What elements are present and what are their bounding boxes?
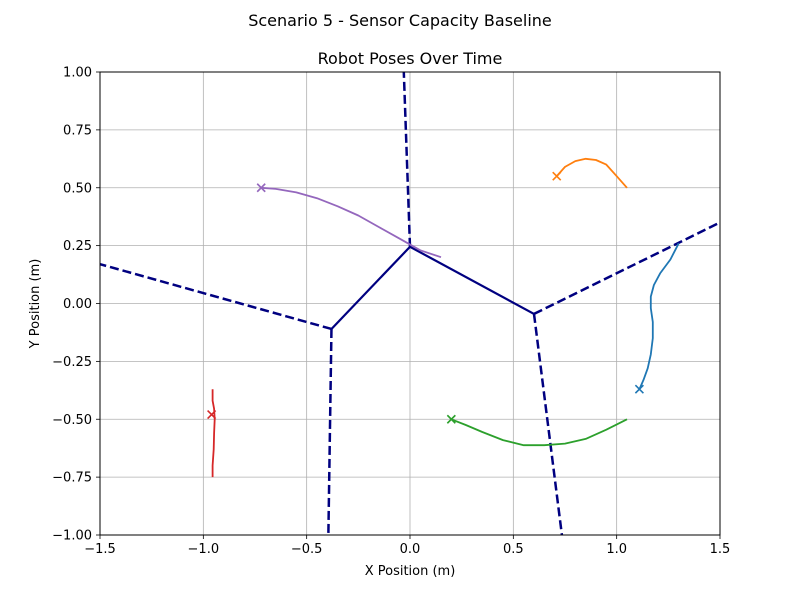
y-tick-label: −1.00: [52, 529, 92, 544]
x-tick-label: −0.5: [291, 542, 323, 557]
y-tick-label: 0.50: [63, 181, 92, 196]
x-tick-label: −1.5: [84, 542, 116, 557]
trajectory-end-marker: [256, 183, 266, 193]
trajectory-line: [638, 242, 680, 390]
trajectory-line: [450, 418, 628, 447]
y-tick-label: −0.25: [52, 355, 92, 370]
x-tick-label: −1.0: [188, 542, 220, 557]
x-tick-label: 0.5: [503, 542, 524, 557]
x-axis-label: X Position (m): [365, 564, 456, 579]
x-tick-label: 1.5: [710, 542, 731, 557]
cell-boundaries: [99, 71, 721, 536]
y-tick-label: 0.00: [63, 297, 92, 312]
boundary-solid-line: [409, 245, 535, 315]
trajectories: [207, 157, 680, 478]
y-axis-label: Y Position (m): [28, 259, 43, 350]
boundary-dashed-line: [533, 221, 721, 316]
boundary-dashed-line: [99, 262, 332, 331]
boundary-solid-line: [330, 246, 411, 330]
y-tick-label: 0.25: [63, 239, 92, 254]
trajectory-line: [556, 157, 628, 189]
y-tick-label: 0.75: [63, 123, 92, 138]
trajectory-end-marker: [634, 384, 644, 394]
y-tick-label: −0.75: [52, 471, 92, 486]
trajectory-line: [261, 186, 442, 259]
y-tick-label: 1.00: [63, 66, 92, 81]
x-tick-label: 0.0: [400, 542, 421, 557]
x-tick-label: 1.0: [606, 542, 627, 557]
y-tick-label: −0.50: [52, 413, 92, 428]
chart-title: Robot Poses Over Time: [318, 49, 503, 68]
trajectory-end-marker: [552, 171, 562, 181]
trajectory-end-marker: [446, 414, 456, 424]
trajectory-end-marker: [207, 410, 217, 420]
boundary-dashed-line: [327, 328, 333, 536]
chart-suptitle: Scenario 5 - Sensor Capacity Baseline: [248, 11, 552, 30]
boundary-dashed-line: [532, 313, 564, 536]
boundary-dashed-line: [402, 71, 412, 247]
axis-ticks: −1.5 −1.0 −0.5 0.0 0.5 1.0 1.5 −1.00 −0.75 −0.50 −…: [52, 66, 730, 558]
trajectory-line: [211, 389, 216, 478]
